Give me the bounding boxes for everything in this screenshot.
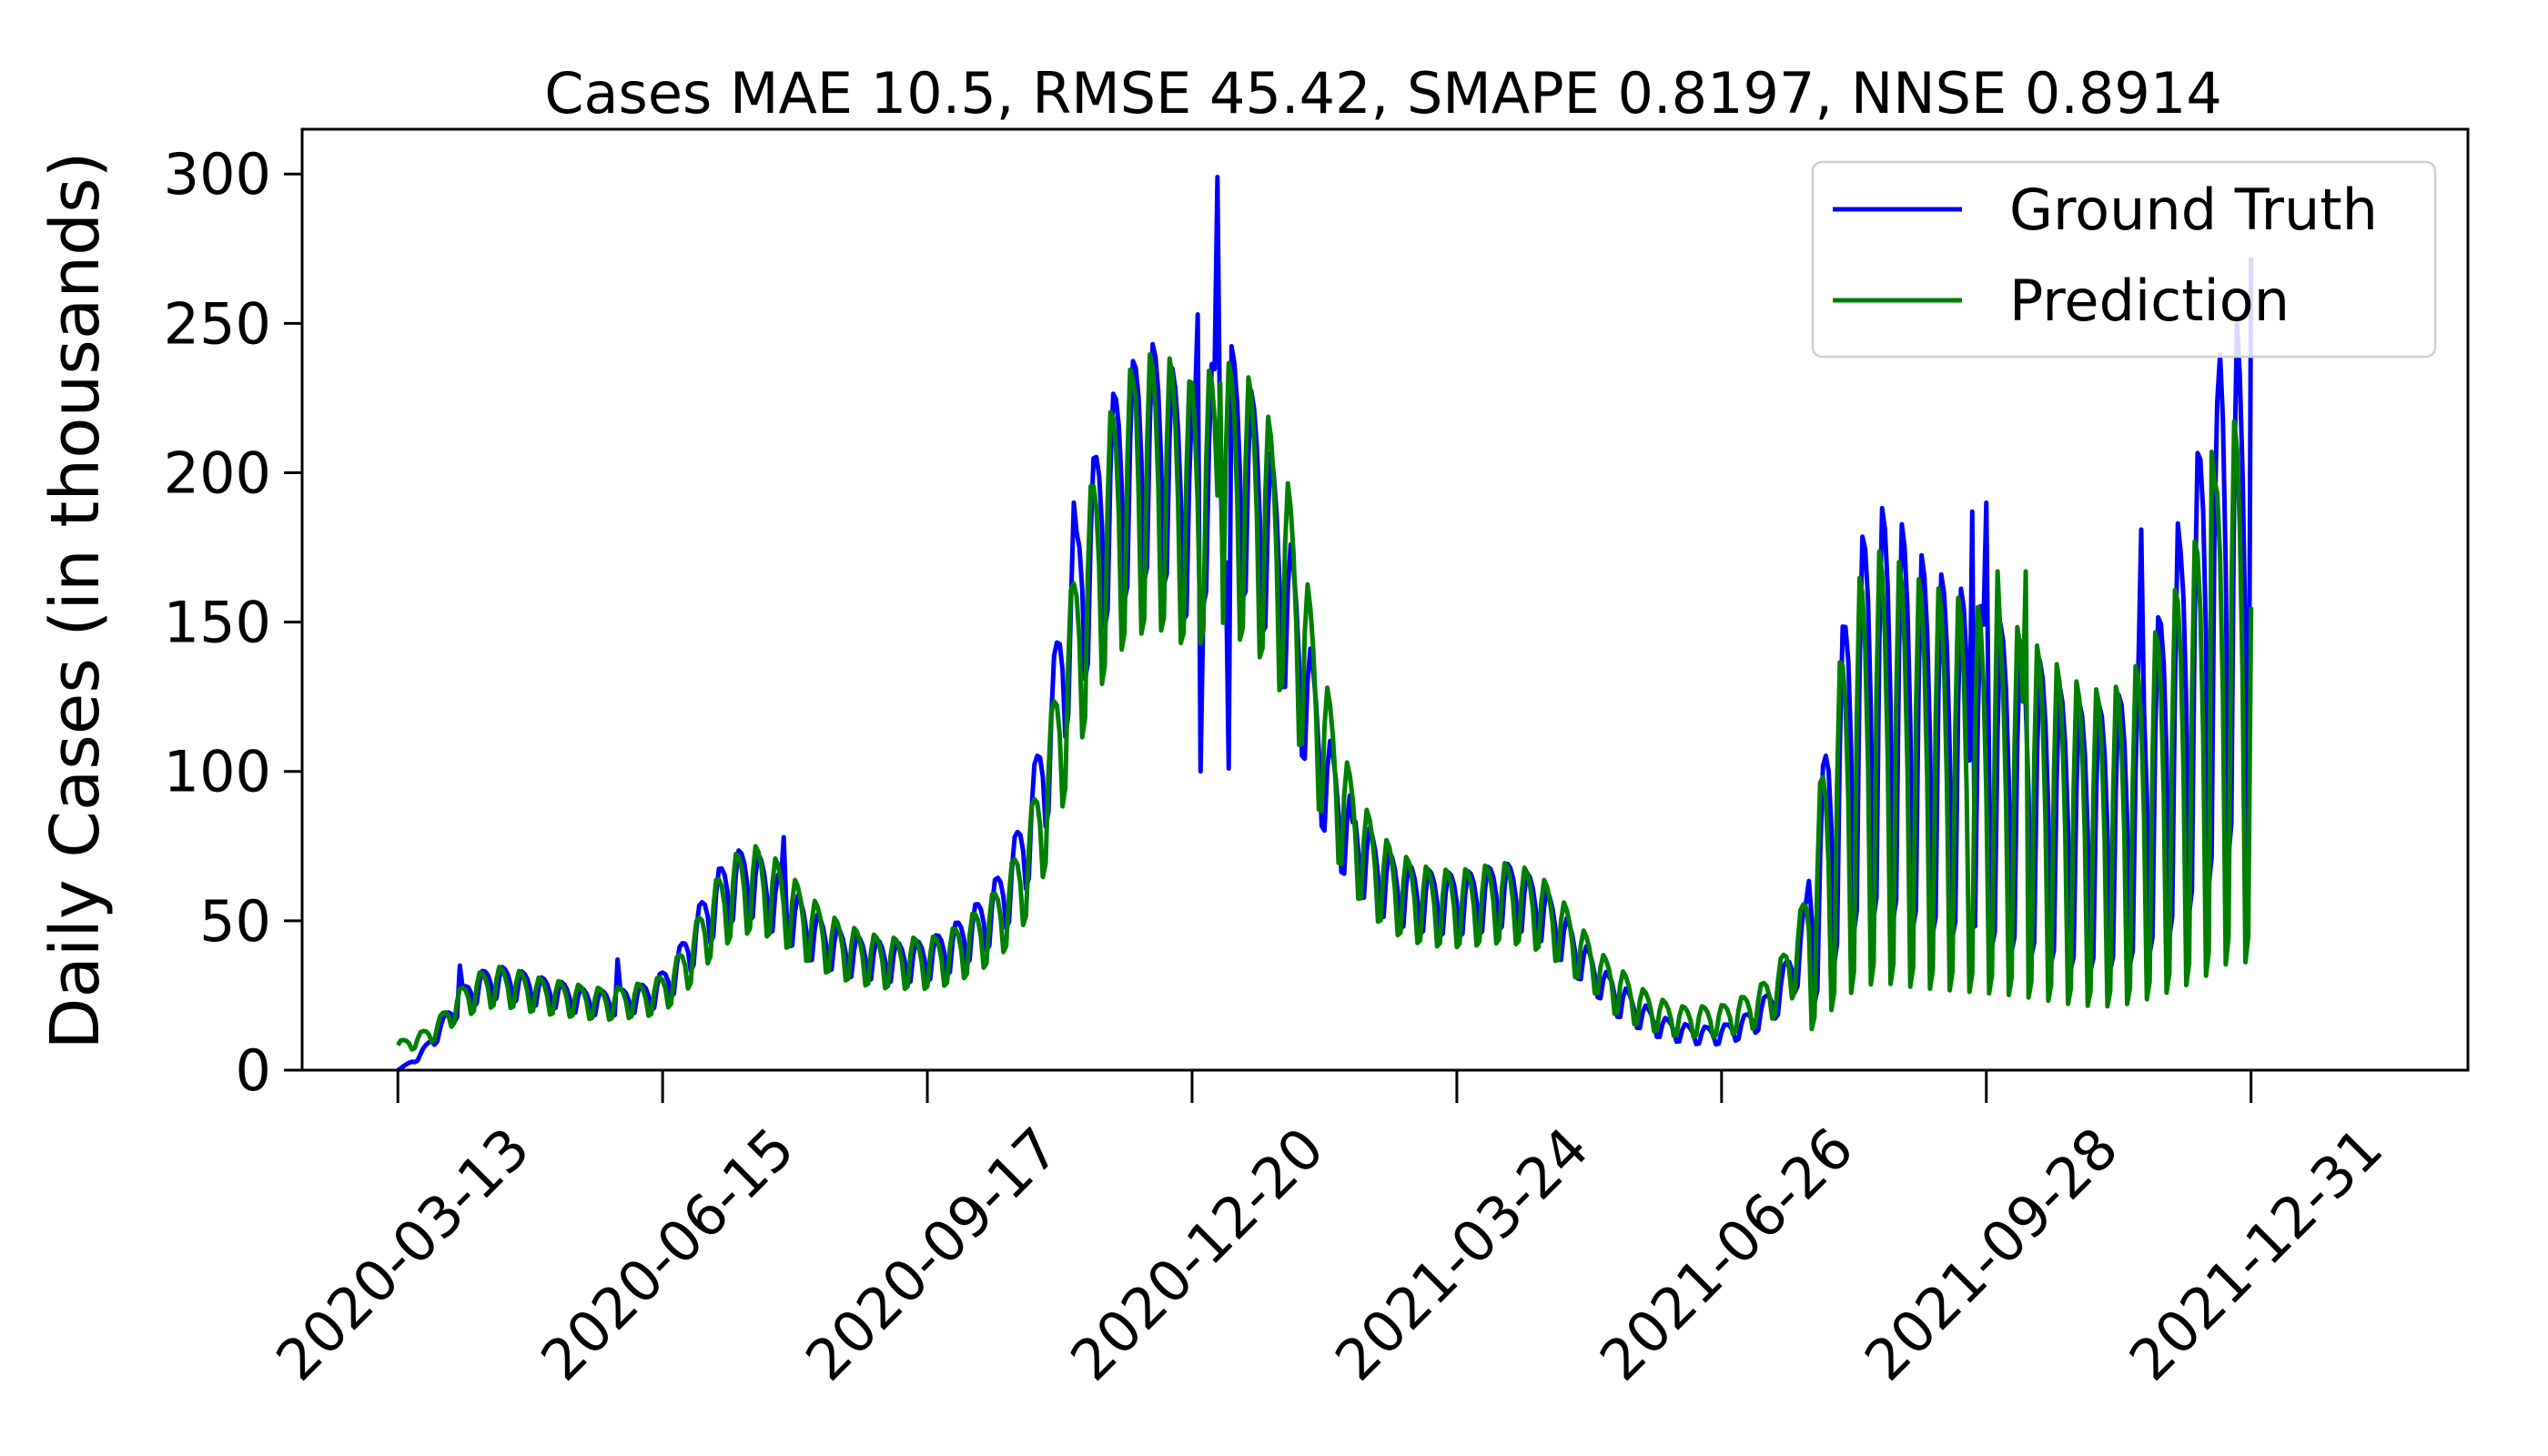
legend: Ground Truth Prediction [1811, 160, 2437, 359]
y-tick-label: 250 [164, 290, 271, 357]
y-tick-label: 100 [164, 739, 271, 805]
y-tick-label: 0 [236, 1037, 271, 1104]
series-line-prediction [396, 352, 2254, 1052]
y-tick-label: 50 [199, 888, 271, 955]
y-axis-label: Daily Cases (in thousands) [36, 151, 115, 1049]
chart-title: Cases MAE 10.5, RMSE 45.42, SMAPE 0.8197… [544, 60, 2222, 126]
series-layer [396, 175, 2254, 1073]
plot-frame [300, 127, 2470, 1072]
y-axis: 0 50 100 150 200 250 300 [164, 141, 302, 1104]
legend-box [1811, 160, 2437, 359]
y-tick-label: 150 [164, 590, 271, 656]
legend-label-ground-truth: Ground Truth [2009, 177, 2378, 243]
y-tick-label: 300 [164, 141, 271, 207]
y-tick-label: 200 [164, 440, 271, 506]
series-line-ground-truth [396, 175, 2254, 1073]
legend-label-prediction: Prediction [2009, 268, 2290, 334]
